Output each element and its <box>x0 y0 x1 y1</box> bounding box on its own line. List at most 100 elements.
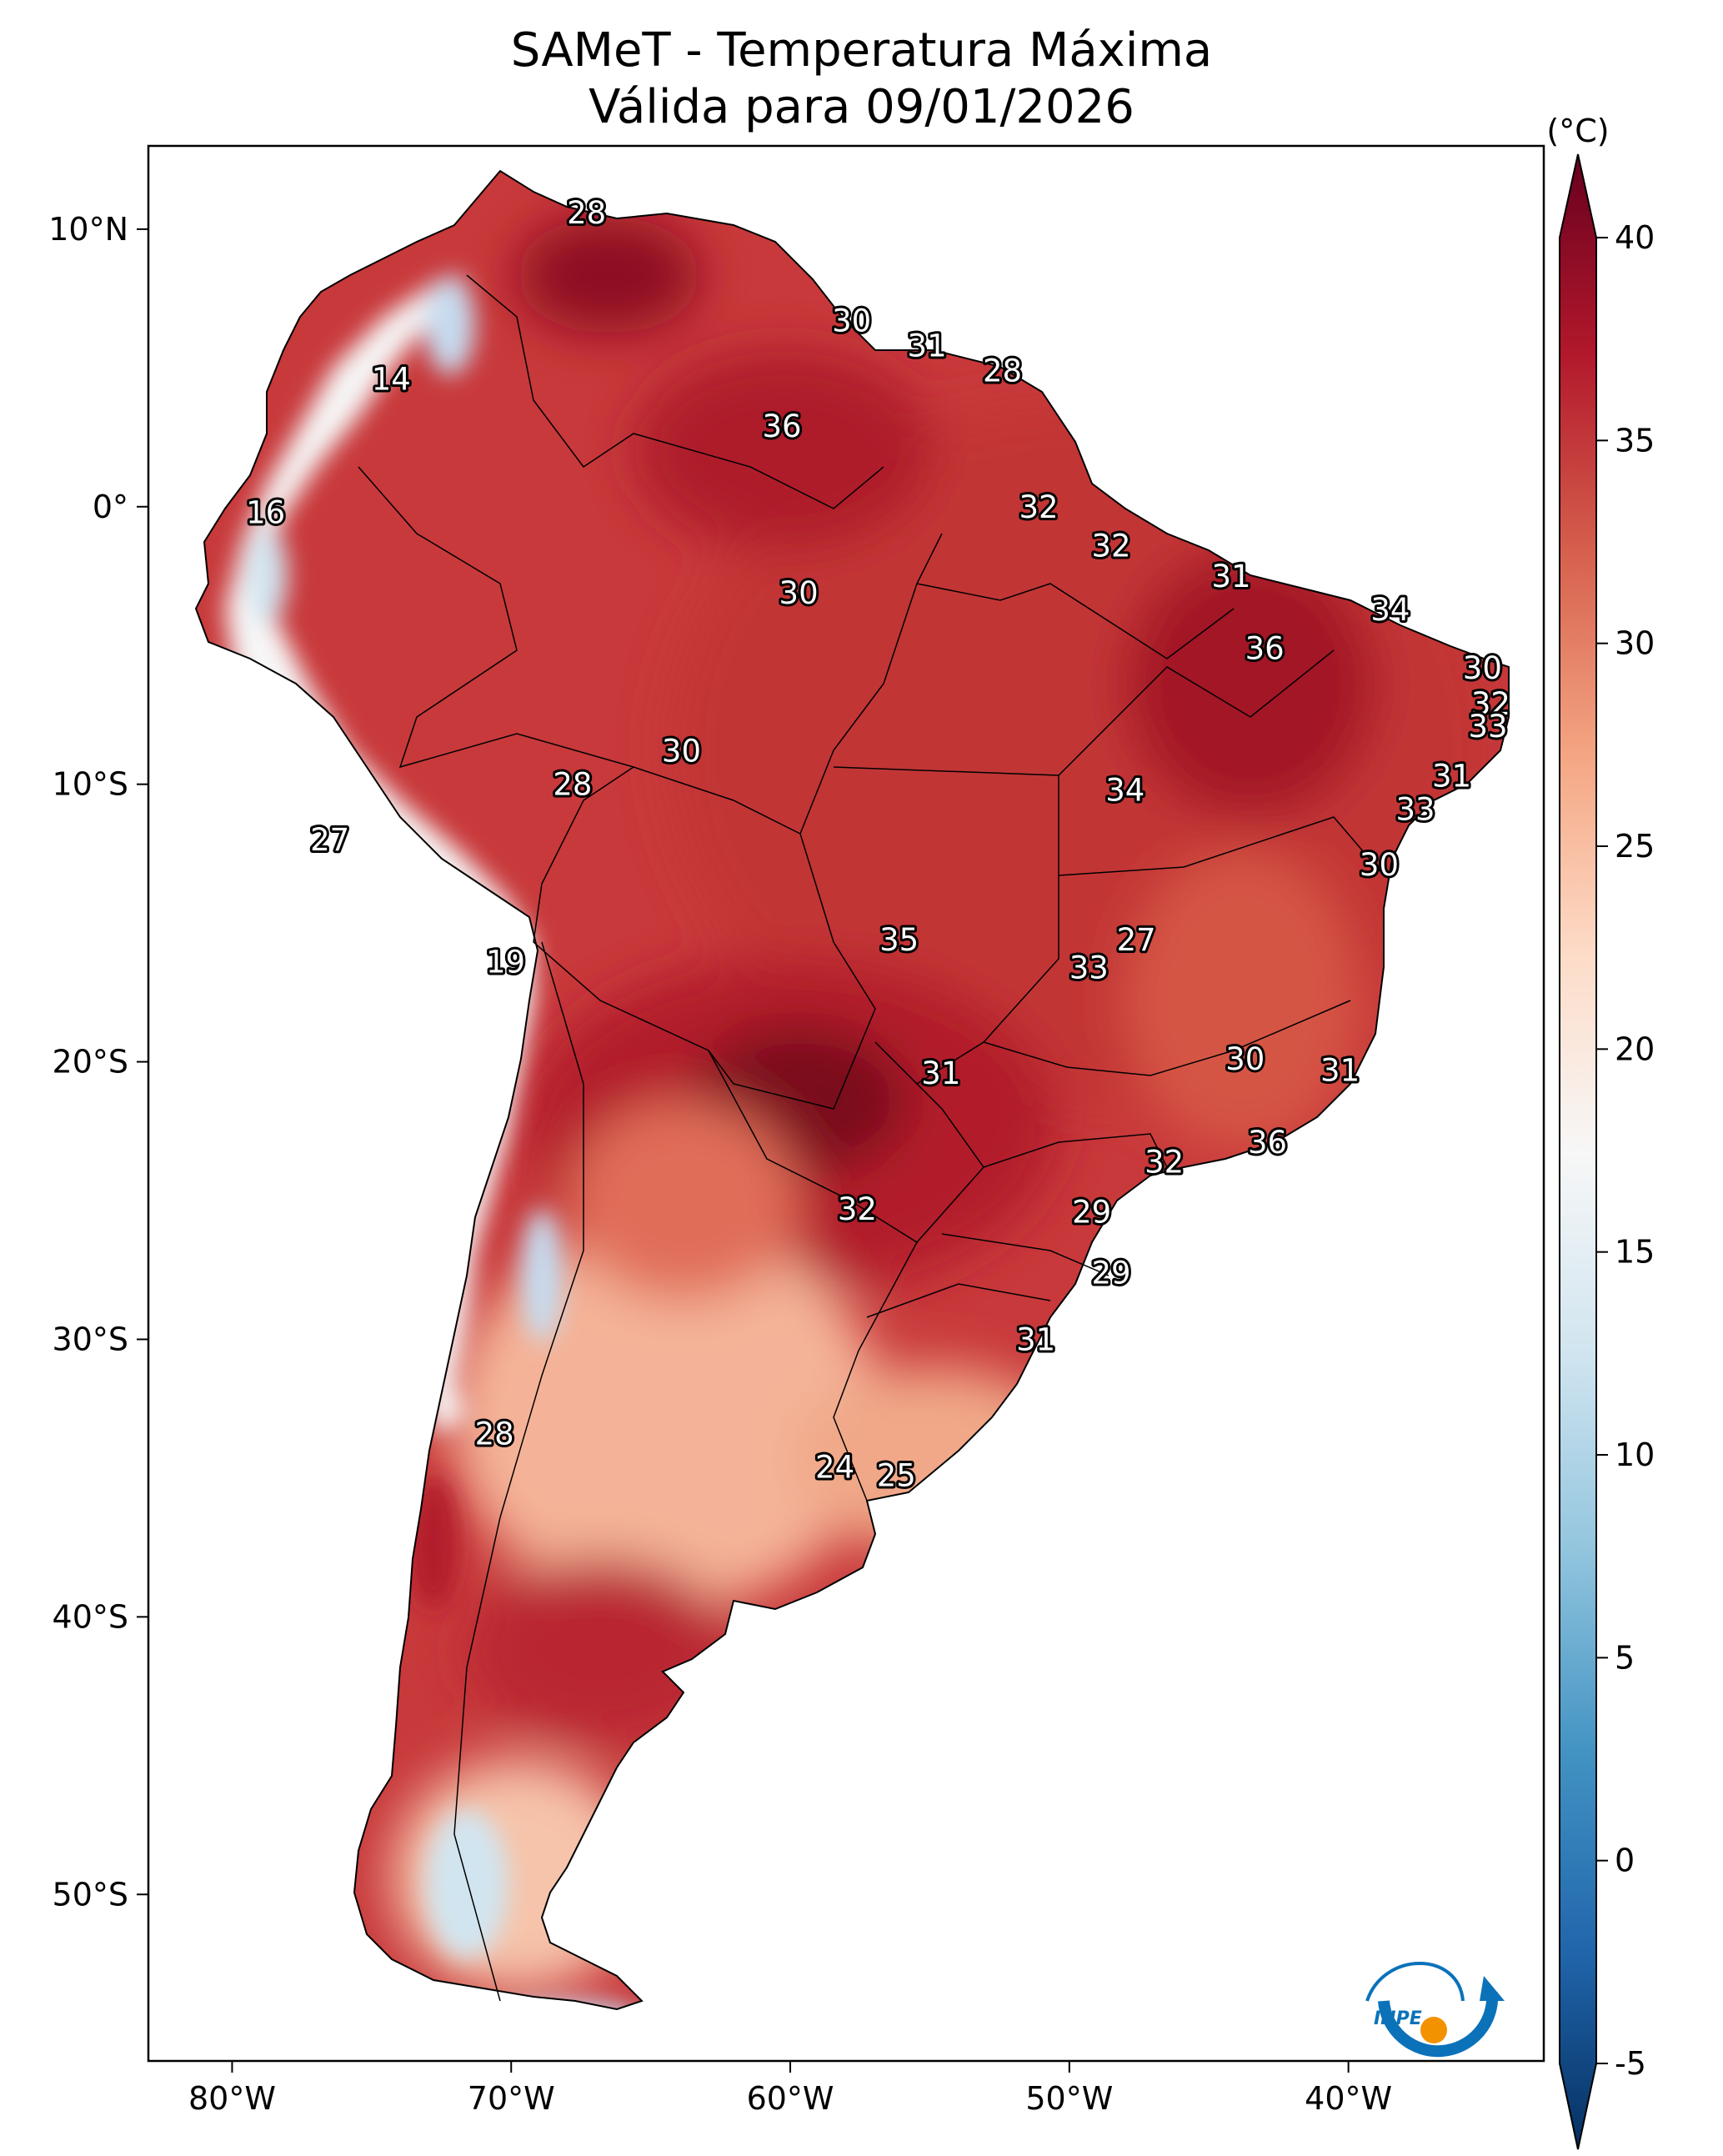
station-label: 33 <box>1069 950 1109 985</box>
station-label: 31 <box>921 1055 960 1091</box>
border-bahia <box>1058 816 1385 876</box>
border-guianas <box>916 583 1235 659</box>
station-label: 14 <box>372 362 411 398</box>
station-label: 29 <box>1072 1194 1111 1230</box>
station-label: 34 <box>1370 592 1410 628</box>
station-label: 30 <box>662 734 701 770</box>
station-label: 30 <box>779 575 819 611</box>
border-parana <box>941 1233 1109 1276</box>
border-minas <box>983 1000 1351 1076</box>
station-label: 31 <box>908 328 947 364</box>
station-label: 32 <box>1471 686 1510 722</box>
country-borders <box>358 274 1385 2002</box>
colorbar: (°C) 40 35 30 25 20 15 10 5 0 -5 <box>1546 113 1655 2150</box>
border-colombia-peru-brazil <box>358 466 943 835</box>
x-tick-label: 70°W <box>468 2080 555 2117</box>
colorbar-ticks: 40 35 30 25 20 15 10 5 0 -5 <box>1596 219 1655 2082</box>
station-label: 32 <box>1019 489 1058 525</box>
inpe-logo-arrow-icon <box>1480 1976 1505 2001</box>
colorbar-tick-label: 25 <box>1615 828 1655 865</box>
cold-spot-chile-north <box>521 1209 563 1342</box>
station-label: 27 <box>310 822 349 858</box>
y-axis-ticks: 10°N 0° 10°S 20°S 30°S 40°S 50°S <box>48 211 148 1913</box>
x-axis-ticks: 80°W 70°W 60°W 50°W 40°W <box>188 2061 1392 2117</box>
heat-blob-patagonia <box>467 1559 734 1742</box>
colorbar-tick-label: -5 <box>1615 2045 1646 2082</box>
border-north-states <box>1058 649 1335 776</box>
colorbar-tick-label: 35 <box>1615 422 1655 459</box>
y-tick-label: 10°S <box>53 766 128 803</box>
y-tick-label: 40°S <box>53 1598 128 1635</box>
colorbar-tick-label: 5 <box>1615 1639 1635 1676</box>
station-label: 29 <box>1092 1256 1131 1291</box>
station-label: 28 <box>983 353 1022 389</box>
colorbar-unit-label: (°C) <box>1546 113 1609 149</box>
colorbar-tick-label: 20 <box>1615 1030 1655 1067</box>
station-label: 28 <box>567 195 606 231</box>
station-label: 33 <box>1395 792 1435 828</box>
inpe-logo-swirl-icon <box>1365 1962 1465 2002</box>
border-uruguay-argentina <box>833 1241 918 1502</box>
mild-blob-north-argentina <box>567 1101 800 1301</box>
y-tick-label: 20°S <box>53 1044 128 1081</box>
y-tick-label: 0° <box>93 489 128 525</box>
cold-spot-patagonia <box>425 1809 508 1959</box>
station-label: 16 <box>246 494 285 530</box>
border-sao-paulo <box>983 1133 1168 1168</box>
inpe-logo-arc-icon <box>1378 1992 1499 2058</box>
station-label: 28 <box>475 1416 514 1452</box>
colorbar-tick-label: 30 <box>1615 625 1655 662</box>
colorbar-tick-label: 15 <box>1615 1234 1655 1271</box>
inpe-logo: INPE <box>1365 1962 1505 2058</box>
x-tick-label: 80°W <box>188 2080 276 2117</box>
station-label: 30 <box>832 303 871 339</box>
station-label: 35 <box>879 922 919 958</box>
station-label: 30 <box>1463 650 1502 686</box>
x-tick-label: 60°W <box>747 2080 834 2117</box>
station-label: 31 <box>1432 759 1471 795</box>
station-label: 33 <box>1468 709 1507 745</box>
station-label: 30 <box>1360 847 1399 883</box>
heat-blob-venezuela <box>517 217 700 333</box>
y-tick-label: 50°S <box>53 1876 128 1913</box>
border-chile-argentina <box>453 941 584 2002</box>
x-tick-label: 50°W <box>1025 2080 1113 2117</box>
station-label: 31 <box>1320 1053 1360 1089</box>
inpe-logo-text: INPE <box>1374 2008 1422 2029</box>
heat-blob-northeast <box>1125 550 1375 817</box>
cold-spot-colombia <box>425 275 475 375</box>
border-venezuela <box>466 274 884 509</box>
station-label: 34 <box>1105 772 1144 808</box>
station-label: 31 <box>1211 559 1250 594</box>
heat-blob-roraima <box>634 350 934 550</box>
station-label: 24 <box>815 1450 854 1486</box>
station-label: 32 <box>1144 1144 1184 1180</box>
station-label: 36 <box>1245 631 1285 667</box>
station-label: 25 <box>877 1458 916 1494</box>
x-tick-label: 40°W <box>1305 2080 1392 2117</box>
colorbar-tick-label: 40 <box>1615 219 1655 256</box>
colorbar-tick-label: 0 <box>1615 1843 1635 1879</box>
station-label: 28 <box>553 767 592 803</box>
map-frame <box>147 144 1545 2063</box>
cold-spot-ecuador <box>246 525 288 625</box>
colorbar-bar <box>1559 153 1597 2150</box>
mild-blob-minas <box>1125 850 1359 1151</box>
border-brazil-states <box>833 766 1059 1085</box>
station-label: 27 <box>1117 922 1156 958</box>
station-label: 31 <box>1016 1321 1055 1357</box>
station-label: 36 <box>1248 1125 1287 1161</box>
y-tick-label: 10°N <box>48 211 128 248</box>
colorbar-tick-label: 10 <box>1615 1436 1655 1473</box>
map-title-line2: Válida para 09/01/2026 <box>589 80 1134 134</box>
station-label: 32 <box>1092 528 1131 564</box>
border-santa-catarina <box>866 1283 1051 1318</box>
station-label: 30 <box>1225 1041 1265 1077</box>
station-label: 32 <box>838 1191 877 1227</box>
cool-blob-pampas <box>450 1226 884 1609</box>
inpe-logo-dot-icon <box>1420 2017 1447 2043</box>
map-title-line1: SAMeT - Temperatura Máxima <box>510 23 1213 78</box>
station-label: 19 <box>486 945 525 980</box>
